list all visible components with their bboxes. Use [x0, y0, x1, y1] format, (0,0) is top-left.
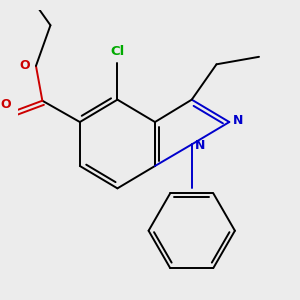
- Text: O: O: [0, 98, 11, 111]
- Text: N: N: [195, 139, 205, 152]
- Text: O: O: [19, 59, 30, 72]
- Text: Cl: Cl: [110, 45, 124, 58]
- Text: N: N: [232, 114, 243, 127]
